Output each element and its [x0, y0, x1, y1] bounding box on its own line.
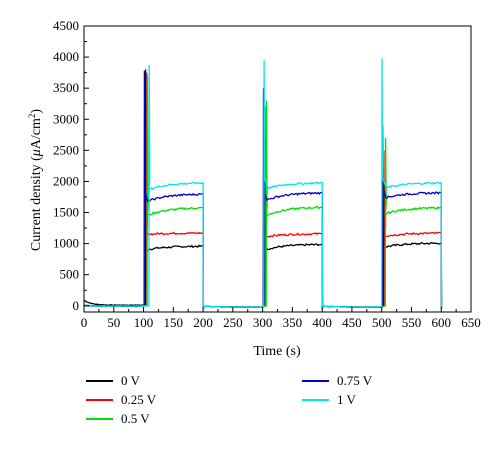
y-axis-label-unit: A/cm	[29, 118, 44, 149]
y-tick-label: 4000	[53, 49, 79, 64]
y-tick-label: 2500	[53, 142, 79, 157]
legend-label: 0.75 V	[337, 373, 373, 388]
x-tick-label: 300	[253, 315, 273, 330]
legend-label: 0 V	[121, 373, 141, 388]
x-tick-label: 500	[372, 315, 392, 330]
x-axis-label: Time (s)	[253, 344, 301, 359]
plot-series	[83, 58, 443, 309]
y-tick-label: 3000	[53, 111, 79, 126]
x-tick-label: 100	[134, 315, 154, 330]
y-axis-label: Current density (μA/cm2)	[27, 109, 44, 252]
plot-frame	[83, 25, 472, 313]
y-tick-label: 0	[73, 298, 80, 313]
x-tick-label: 450	[342, 315, 362, 330]
x-tick-label: 400	[312, 315, 332, 330]
x-tick-label: 200	[193, 315, 213, 330]
x-tick-label: 600	[431, 315, 451, 330]
x-tick-label: 650	[461, 315, 481, 330]
y-tick-label: 3500	[53, 80, 79, 95]
x-tick-label: 0	[81, 315, 88, 330]
x-tick-label: 150	[164, 315, 184, 330]
y-axis-label-mu: μ	[29, 149, 44, 157]
y-tick-label: 4500	[53, 18, 79, 33]
y-axis-label-prefix: Current density (	[29, 156, 44, 251]
y-tick-label: 500	[60, 267, 80, 282]
y-axis-label-suffix: )	[29, 109, 44, 114]
legend-label: 1 V	[337, 392, 357, 407]
x-tick-label: 550	[402, 315, 422, 330]
legend-label: 0.5 V	[121, 411, 150, 426]
y-tick-label: 1000	[53, 236, 79, 251]
ticks: 0 50 100 150 200 250 300 350 400 450 500 550 600 650 0…	[53, 18, 481, 330]
y-tick-label: 2000	[53, 173, 79, 188]
legend-label: 0.25 V	[121, 392, 157, 407]
x-tick-label: 350	[283, 315, 303, 330]
x-tick-label: 250	[223, 315, 243, 330]
x-tick-label: 50	[107, 315, 120, 330]
y-tick-label: 1500	[53, 205, 79, 220]
series-line-4	[83, 70, 443, 309]
y-axis-label-sup: 2	[27, 114, 37, 119]
legend: 0 V 0.25 V 0.5 V 0.75 V 1 V	[86, 373, 373, 426]
